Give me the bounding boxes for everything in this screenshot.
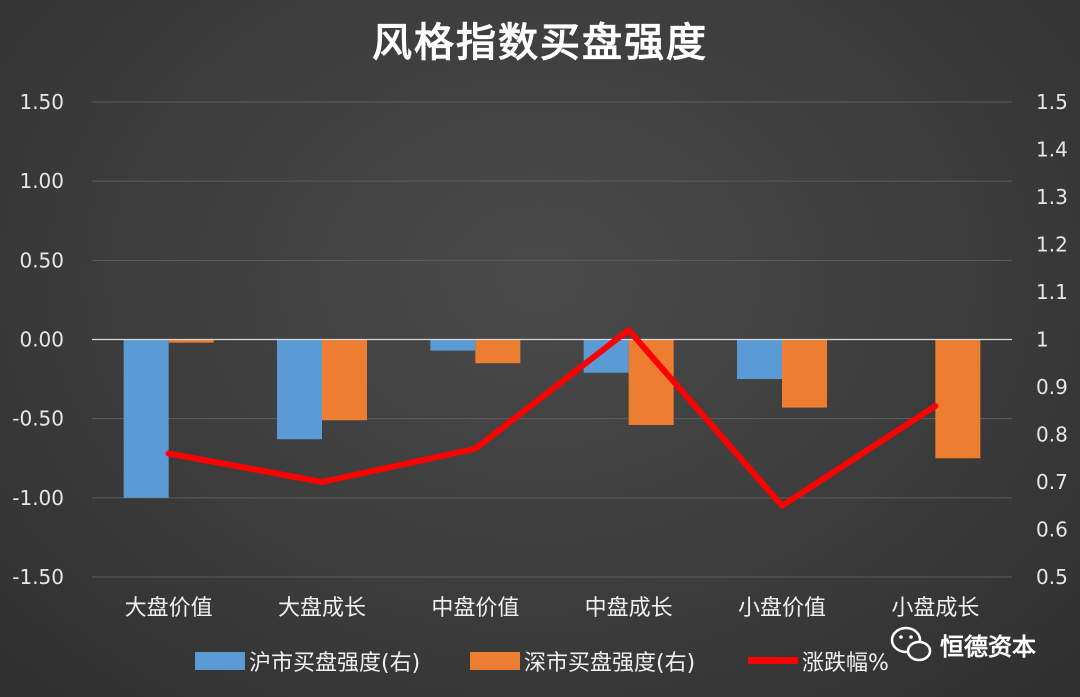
bar-s0-2 xyxy=(430,339,476,351)
right-tick-label-4: 1.1 xyxy=(1036,280,1068,304)
right-axis: 1.5 1.4 1.3 1.2 1.1 1 0.9 0.8 0.7 0.6 0.5 xyxy=(1036,90,1068,589)
bar-s1-0 xyxy=(168,339,214,343)
right-tick-label-9: 0.6 xyxy=(1036,518,1068,542)
bar-s1-4 xyxy=(782,339,827,408)
left-tick-label-6: -1.50 xyxy=(12,565,64,589)
category-label-2: 中盘价值 xyxy=(431,596,519,621)
bar-s1-1 xyxy=(322,339,367,421)
left-tick-label-0: 1.50 xyxy=(19,90,64,114)
left-tick-label-4: -0.50 xyxy=(12,407,64,431)
watermark-text: 恒德资本 xyxy=(940,633,1036,661)
legend-swatch-change xyxy=(748,657,798,664)
left-axis: 1.50 1.00 0.50 0.00 -0.50 -1.00 -1.50 xyxy=(12,90,64,589)
bars xyxy=(123,339,981,498)
right-tick-label-10: 0.5 xyxy=(1036,565,1068,589)
right-tick-label-6: 0.9 xyxy=(1036,375,1068,399)
category-label-5: 小盘成长 xyxy=(891,596,979,621)
category-label-0: 大盘价值 xyxy=(125,596,213,621)
left-tick-label-5: -1.00 xyxy=(12,486,64,510)
line-series-change xyxy=(165,327,939,509)
right-tick-label-8: 0.7 xyxy=(1036,470,1068,494)
legend-label-sh: 沪市买盘强度(右) xyxy=(249,651,420,676)
legend-label-change: 涨跌幅% xyxy=(802,651,889,676)
right-tick-label-0: 1.5 xyxy=(1036,90,1068,114)
bar-s0-1 xyxy=(277,339,322,440)
left-tick-label-2: 0.50 xyxy=(19,248,64,272)
bar-s1-5 xyxy=(935,339,981,459)
right-tick-label-7: 0.8 xyxy=(1036,423,1068,447)
legend: 沪市买盘强度(右) 深市买盘强度(右) 涨跌幅% xyxy=(195,651,889,676)
line-series xyxy=(165,327,939,509)
category-label-1: 大盘成长 xyxy=(278,596,366,621)
bar-s0-0 xyxy=(123,339,169,498)
category-label-4: 小盘价值 xyxy=(738,596,826,621)
wechat-icon xyxy=(890,626,932,662)
left-tick-label-3: 0.00 xyxy=(19,328,64,352)
right-tick-label-1: 1.4 xyxy=(1036,138,1068,162)
left-tick-label-1: 1.00 xyxy=(19,169,64,193)
watermark: 恒德资本 xyxy=(890,626,1036,662)
right-tick-label-2: 1.3 xyxy=(1036,185,1068,209)
chart-title: 风格指数买盘强度 xyxy=(372,20,708,66)
legend-label-sz: 深市买盘强度(右) xyxy=(524,651,695,676)
bar-s0-4 xyxy=(737,339,782,380)
category-label-3: 中盘成长 xyxy=(585,596,673,621)
legend-swatch-sz xyxy=(470,652,520,670)
bar-s1-2 xyxy=(475,339,521,364)
right-tick-label-5: 1 xyxy=(1036,328,1049,352)
right-tick-label-3: 1.2 xyxy=(1036,233,1068,257)
legend-swatch-sh xyxy=(195,652,245,670)
category-labels: 大盘价值 大盘成长 中盘价值 中盘成长 小盘价值 小盘成长 xyxy=(125,596,980,621)
